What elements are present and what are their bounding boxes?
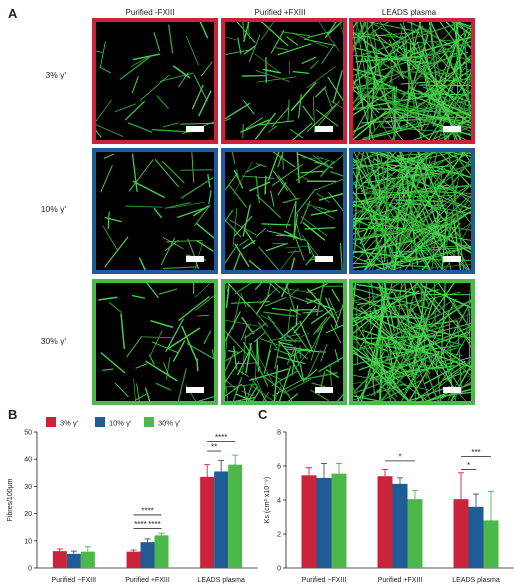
significance-label: * xyxy=(398,452,401,461)
scale-bar xyxy=(315,387,333,393)
column-header-purified-minus-fxiii: Purified -FXIII xyxy=(125,8,175,17)
panel-a-letter: A xyxy=(8,6,18,21)
legend-swatch xyxy=(95,417,105,427)
column-header-purified-plus-fxiii: Purified +FXIII xyxy=(254,8,306,17)
row-label-30pct: 30% γ' xyxy=(40,336,66,346)
legend-swatch xyxy=(144,417,154,427)
bar xyxy=(301,475,317,568)
bar xyxy=(140,542,155,568)
fibre-network-image xyxy=(353,152,471,270)
legend-label: 30% γ' xyxy=(158,419,181,428)
significance-label: **** xyxy=(215,433,227,442)
micrograph-3pct-purified-minus-fxiii xyxy=(92,18,218,144)
micrograph-30pct-purified-plus-fxiii xyxy=(221,279,347,405)
y-tick-label: 20 xyxy=(24,511,32,518)
scale-bar xyxy=(443,256,461,262)
y-tick-label: 50 xyxy=(24,430,32,437)
bar xyxy=(407,499,423,568)
fibre-network-image xyxy=(353,283,471,401)
fibre-network-image xyxy=(100,152,214,270)
y-tick-label: 10 xyxy=(24,538,32,545)
scale-bar xyxy=(443,387,461,393)
significance-label: *** xyxy=(471,448,480,457)
micrograph-3pct-purified-plus-fxiii xyxy=(221,18,347,144)
y-tick-label: 0 xyxy=(277,566,281,573)
bar xyxy=(331,473,347,568)
row-label-3pct: 3% γ' xyxy=(45,70,66,80)
panel-c-letter: C xyxy=(258,407,268,422)
micrograph-30pct-purified-minus-fxiii xyxy=(92,279,218,405)
significance-label: **** xyxy=(141,506,153,515)
significance-label: **** xyxy=(148,520,160,529)
scale-bar xyxy=(186,256,204,262)
bar xyxy=(80,551,95,568)
significance-label: **** xyxy=(134,520,146,529)
scale-bar xyxy=(443,126,461,132)
fibre-network-image xyxy=(225,152,343,270)
fibre-network-image xyxy=(98,283,214,401)
fibre-network-image xyxy=(225,283,343,401)
legend-label: 3% γ' xyxy=(60,419,79,428)
legend-label: 10% γ' xyxy=(109,419,132,428)
panel-b-fibre-density-chart: 0 10 20 30 40 50 Fibres/100μm Purified −FXIII Pu… xyxy=(7,417,258,584)
bar xyxy=(214,471,229,568)
scale-bar xyxy=(315,126,333,132)
panel-b-letter: B xyxy=(8,407,18,422)
micrograph-30pct-leads-plasma xyxy=(349,279,475,405)
bar xyxy=(483,520,499,568)
bar xyxy=(468,506,484,568)
bar xyxy=(453,499,469,568)
x-category-label: Purified −FXIII xyxy=(52,577,97,584)
bar xyxy=(392,483,408,568)
micrograph-10pct-purified-plus-fxiii xyxy=(221,148,347,274)
y-axis-label: Fibres/100μm xyxy=(7,478,14,521)
scale-bar xyxy=(186,126,204,132)
scale-bar xyxy=(186,387,204,393)
column-header-leads-plasma: LEADS plasma xyxy=(381,8,437,17)
bar xyxy=(377,476,393,568)
bar xyxy=(154,535,169,568)
y-tick-label: 6 xyxy=(277,464,281,471)
bar xyxy=(52,551,67,568)
bar xyxy=(126,551,141,568)
micrograph-10pct-purified-minus-fxiii xyxy=(92,148,218,274)
micrograph-3pct-leads-plasma xyxy=(349,18,475,144)
x-category-label: Purified −FXIII xyxy=(302,577,347,584)
y-tick-label: 40 xyxy=(24,457,32,464)
bar xyxy=(228,464,243,568)
x-category-label: Purified +FXIII xyxy=(125,577,170,584)
y-tick-label: 4 xyxy=(277,498,281,505)
significance-label: ** xyxy=(211,443,217,452)
legend-swatch xyxy=(46,417,56,427)
x-category-label: Purified +FXIII xyxy=(378,577,423,584)
x-category-label: LEADS plasma xyxy=(452,577,500,584)
y-axis-label: Ks (cm² x10⁻⁹) xyxy=(264,477,271,523)
significance-label: * xyxy=(467,461,470,470)
y-tick-label: 8 xyxy=(277,430,281,437)
y-tick-label: 2 xyxy=(277,532,281,539)
scale-bar xyxy=(315,256,333,262)
micrograph-10pct-leads-plasma xyxy=(349,148,475,274)
x-category-label: LEADS plasma xyxy=(197,577,245,584)
panel-c-permeability-chart: 0 2 4 6 8 Ks (cm² x10⁻⁹) Purified −FXIII Purifi… xyxy=(264,430,514,584)
bar xyxy=(200,476,215,568)
bar xyxy=(66,553,81,568)
fibre-network-image xyxy=(353,22,471,140)
y-tick-label: 0 xyxy=(28,566,32,573)
row-label-10pct: 10% γ' xyxy=(40,204,66,214)
y-tick-label: 30 xyxy=(24,484,32,491)
bar xyxy=(316,477,332,568)
fibre-network-image xyxy=(96,22,214,138)
fibre-network-image xyxy=(225,22,343,140)
